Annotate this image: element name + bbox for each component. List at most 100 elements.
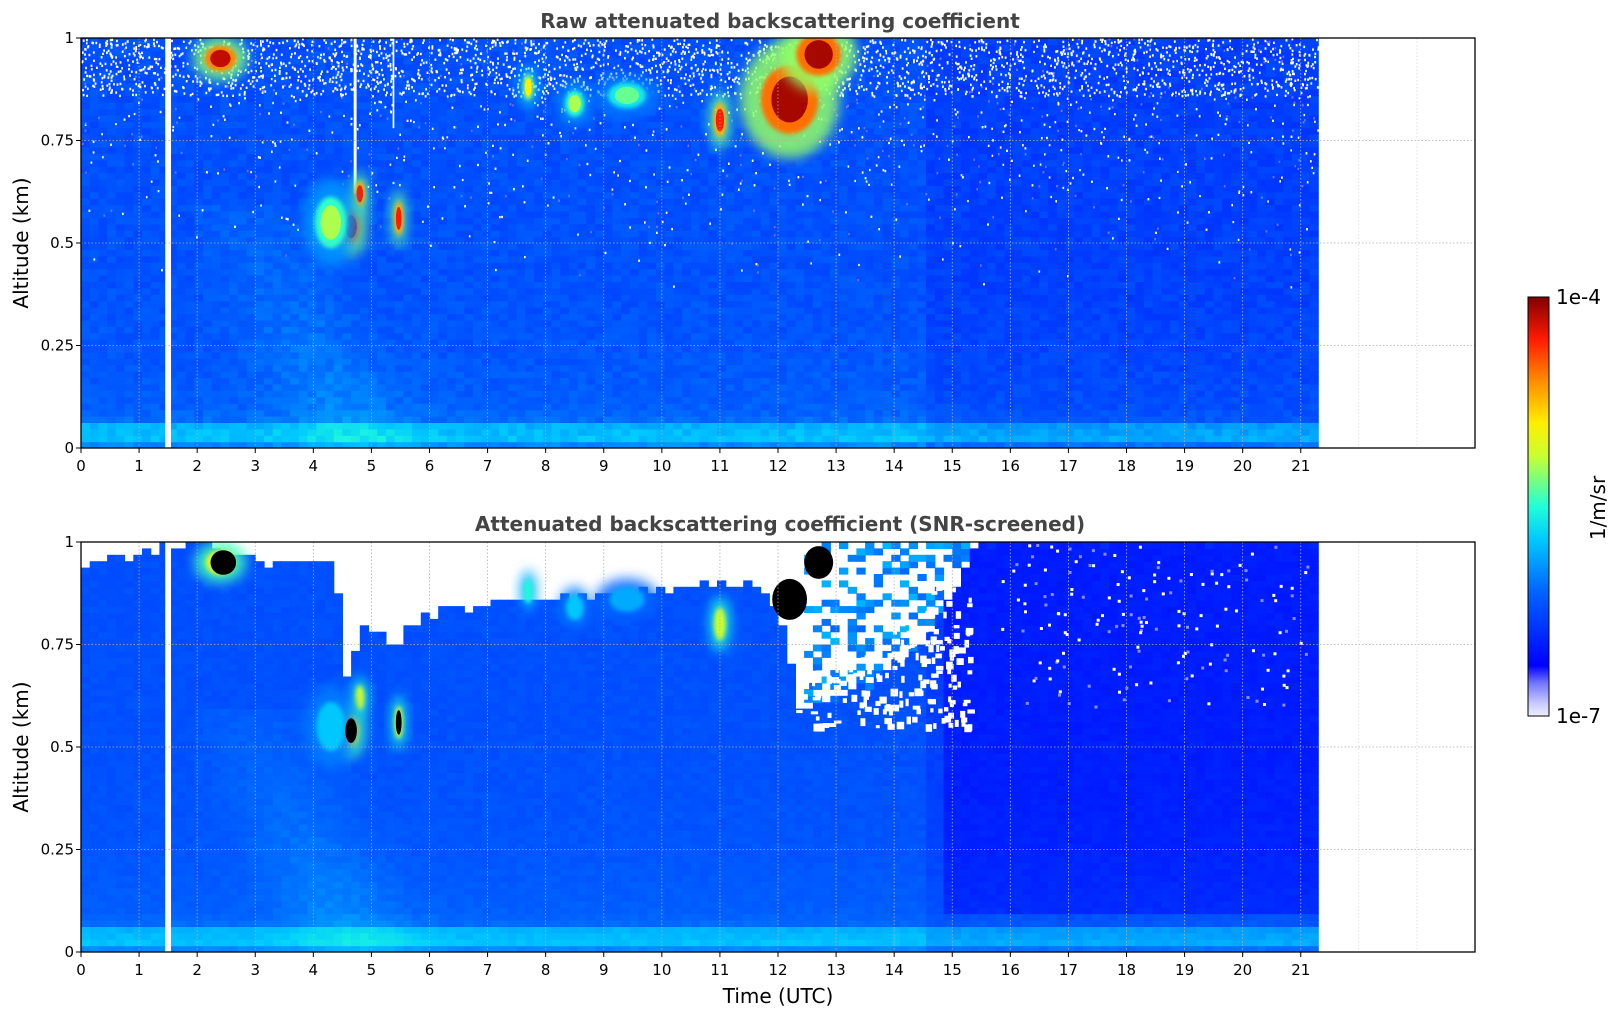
- heatmap-cell: [647, 178, 657, 186]
- heatmap-cell: [290, 403, 300, 411]
- heatmap-cell: [673, 114, 683, 122]
- heatmap-cell: [586, 185, 596, 193]
- heatmap-cell: [351, 435, 361, 443]
- heatmap-cell: [89, 396, 99, 404]
- heatmap-cell: [673, 172, 683, 180]
- heatmap-cell: [507, 223, 518, 231]
- heatmap-cell: [377, 108, 387, 116]
- heatmap-cell: [473, 262, 483, 270]
- heatmap-cell: [229, 89, 239, 97]
- heatmap-cell: [612, 230, 622, 238]
- heatmap-cell: [272, 358, 282, 366]
- heatmap-cell: [133, 345, 143, 353]
- heatmap-cell: [464, 211, 474, 218]
- heatmap-cell: [394, 383, 404, 391]
- heatmap-cell: [168, 223, 178, 231]
- heatmap-cell: [507, 178, 518, 186]
- heatmap-cell: [89, 287, 99, 295]
- heatmap-cell: [412, 178, 422, 186]
- heatmap-cell: [264, 428, 274, 436]
- heatmap-cell: [403, 351, 413, 359]
- heatmap-cell: [690, 223, 701, 231]
- heatmap-cell: [534, 204, 544, 212]
- heatmap-cell: [203, 294, 213, 302]
- heatmap-cell: [307, 294, 317, 302]
- heatmap-cell: [499, 236, 509, 244]
- heatmap-cell: [229, 140, 239, 148]
- heatmap-cell: [656, 204, 666, 212]
- heatmap-cell: [342, 326, 352, 334]
- heatmap-cell: [542, 339, 553, 347]
- heatmap-cell: [81, 236, 91, 244]
- heatmap-cell: [499, 377, 509, 385]
- heatmap-cell: [481, 358, 492, 366]
- heatmap-cell: [499, 332, 509, 340]
- heatmap-cell: [333, 108, 343, 116]
- heatmap-cell: [499, 185, 509, 193]
- heatmap-cell: [481, 255, 492, 263]
- heatmap-cell: [507, 403, 518, 411]
- heatmap-cell: [542, 172, 553, 180]
- heatmap-cell: [507, 191, 518, 199]
- heatmap-cell: [656, 108, 666, 116]
- heatmap-cell: [621, 114, 631, 122]
- heatmap-cell: [612, 57, 622, 65]
- heatmap-cell: [342, 287, 352, 295]
- heatmap-cell: [203, 255, 213, 263]
- heatmap-cell: [368, 146, 378, 154]
- heatmap-cell: [142, 351, 152, 359]
- heatmap-cell: [377, 223, 387, 231]
- heatmap-cell: [743, 371, 753, 379]
- heatmap-cell: [743, 172, 753, 180]
- heatmap-cell: [124, 428, 134, 436]
- heatmap-cell: [385, 44, 396, 52]
- heatmap-cell: [751, 364, 762, 372]
- heatmap-cell: [708, 300, 718, 308]
- heatmap-cell: [656, 146, 666, 154]
- heatmap-cell: [316, 428, 326, 436]
- heatmap-cell: [150, 236, 160, 244]
- heatmap-cell: [473, 358, 483, 366]
- heatmap-cell: [412, 377, 422, 385]
- heatmap-cell: [490, 95, 500, 103]
- heatmap-cell: [229, 249, 239, 257]
- heatmap-cell: [229, 364, 239, 372]
- heatmap-cell: [307, 275, 317, 282]
- heatmap-cell: [220, 185, 230, 193]
- heatmap-cell: [150, 140, 160, 148]
- heatmap-cell: [115, 153, 126, 161]
- heatmap-cell: [568, 70, 579, 77]
- heatmap-cell: [595, 428, 605, 436]
- heatmap-cell: [725, 102, 735, 110]
- heatmap-cell: [577, 345, 587, 353]
- heatmap-cell: [98, 307, 108, 315]
- heatmap-cell: [629, 198, 640, 206]
- heatmap-cell: [473, 114, 483, 122]
- heatmap-cell: [176, 38, 187, 45]
- heatmap-cell: [682, 428, 692, 436]
- heatmap-cell: [603, 50, 614, 58]
- heatmap-cell: [316, 294, 326, 302]
- heatmap-cell: [333, 121, 343, 129]
- heatmap-cell: [403, 332, 413, 340]
- heatmap-cell: [690, 345, 701, 353]
- heatmap-cell: [211, 236, 221, 244]
- heatmap-cell: [420, 95, 431, 103]
- heatmap-cell: [673, 243, 683, 250]
- heatmap-cell: [194, 294, 204, 302]
- heatmap-cell: [664, 140, 674, 148]
- heatmap-cell: [499, 428, 509, 436]
- heatmap-cell: [551, 326, 561, 334]
- heatmap-cell: [621, 345, 631, 353]
- heatmap-cell: [229, 441, 239, 448]
- heatmap-cell: [359, 428, 370, 436]
- heatmap-cell: [420, 371, 431, 379]
- heatmap-cell: [185, 153, 195, 161]
- heatmap-cell: [385, 95, 396, 103]
- heatmap-cell: [429, 339, 439, 347]
- heatmap-cell: [342, 377, 352, 385]
- heatmap-cell: [316, 371, 326, 379]
- heatmap-cell: [473, 275, 483, 282]
- heatmap-cell: [464, 307, 474, 315]
- heatmap-cell: [124, 198, 134, 206]
